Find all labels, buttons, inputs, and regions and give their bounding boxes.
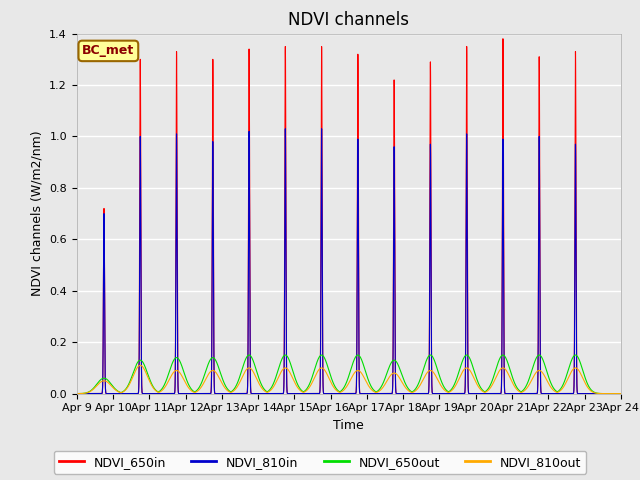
NDVI_810out	[136, 362, 144, 368]
NDVI_650out	[90, 384, 98, 390]
Line: NDVI_650in: NDVI_650in	[77, 39, 621, 394]
Line: NDVI_650out: NDVI_650out	[77, 355, 621, 394]
Line: NDVI_810out: NDVI_810out	[77, 365, 621, 394]
NDVI_650in	[499, 36, 507, 42]
NDVI_650out	[617, 391, 625, 396]
NDVI_810out	[73, 391, 81, 396]
NDVI_810out	[132, 367, 140, 372]
NDVI_810out	[192, 389, 200, 395]
Line: NDVI_810in: NDVI_810in	[77, 129, 621, 394]
NDVI_810in	[617, 391, 625, 396]
NDVI_810in	[545, 391, 552, 396]
Title: NDVI channels: NDVI channels	[288, 11, 410, 29]
NDVI_650in	[73, 391, 81, 396]
NDVI_810in	[204, 391, 211, 396]
NDVI_810in	[361, 391, 369, 396]
NDVI_650in	[545, 391, 552, 396]
NDVI_650out	[204, 363, 211, 369]
NDVI_810out	[361, 375, 369, 381]
NDVI_810in	[192, 391, 200, 396]
NDVI_650in	[204, 391, 211, 396]
Legend: NDVI_650in, NDVI_810in, NDVI_650out, NDVI_810out: NDVI_650in, NDVI_810in, NDVI_650out, NDV…	[54, 451, 586, 474]
NDVI_810out	[204, 373, 211, 379]
NDVI_650out	[132, 362, 140, 368]
Text: BC_met: BC_met	[82, 44, 134, 58]
NDVI_650out	[192, 388, 200, 394]
X-axis label: Time: Time	[333, 419, 364, 432]
Y-axis label: NDVI channels (W/m2/nm): NDVI channels (W/m2/nm)	[31, 131, 44, 297]
NDVI_650out	[73, 391, 81, 396]
NDVI_650in	[192, 391, 200, 396]
NDVI_810out	[617, 391, 625, 396]
NDVI_650in	[361, 391, 369, 396]
NDVI_650out	[572, 352, 579, 358]
NDVI_810out	[545, 381, 552, 386]
NDVI_650in	[132, 391, 140, 396]
NDVI_810in	[73, 391, 81, 396]
NDVI_810in	[90, 391, 98, 396]
NDVI_650out	[361, 365, 369, 371]
NDVI_650in	[90, 391, 98, 396]
NDVI_810out	[90, 385, 98, 391]
NDVI_810in	[132, 391, 140, 396]
NDVI_650in	[617, 391, 625, 396]
NDVI_650out	[545, 373, 552, 379]
NDVI_810in	[282, 126, 289, 132]
